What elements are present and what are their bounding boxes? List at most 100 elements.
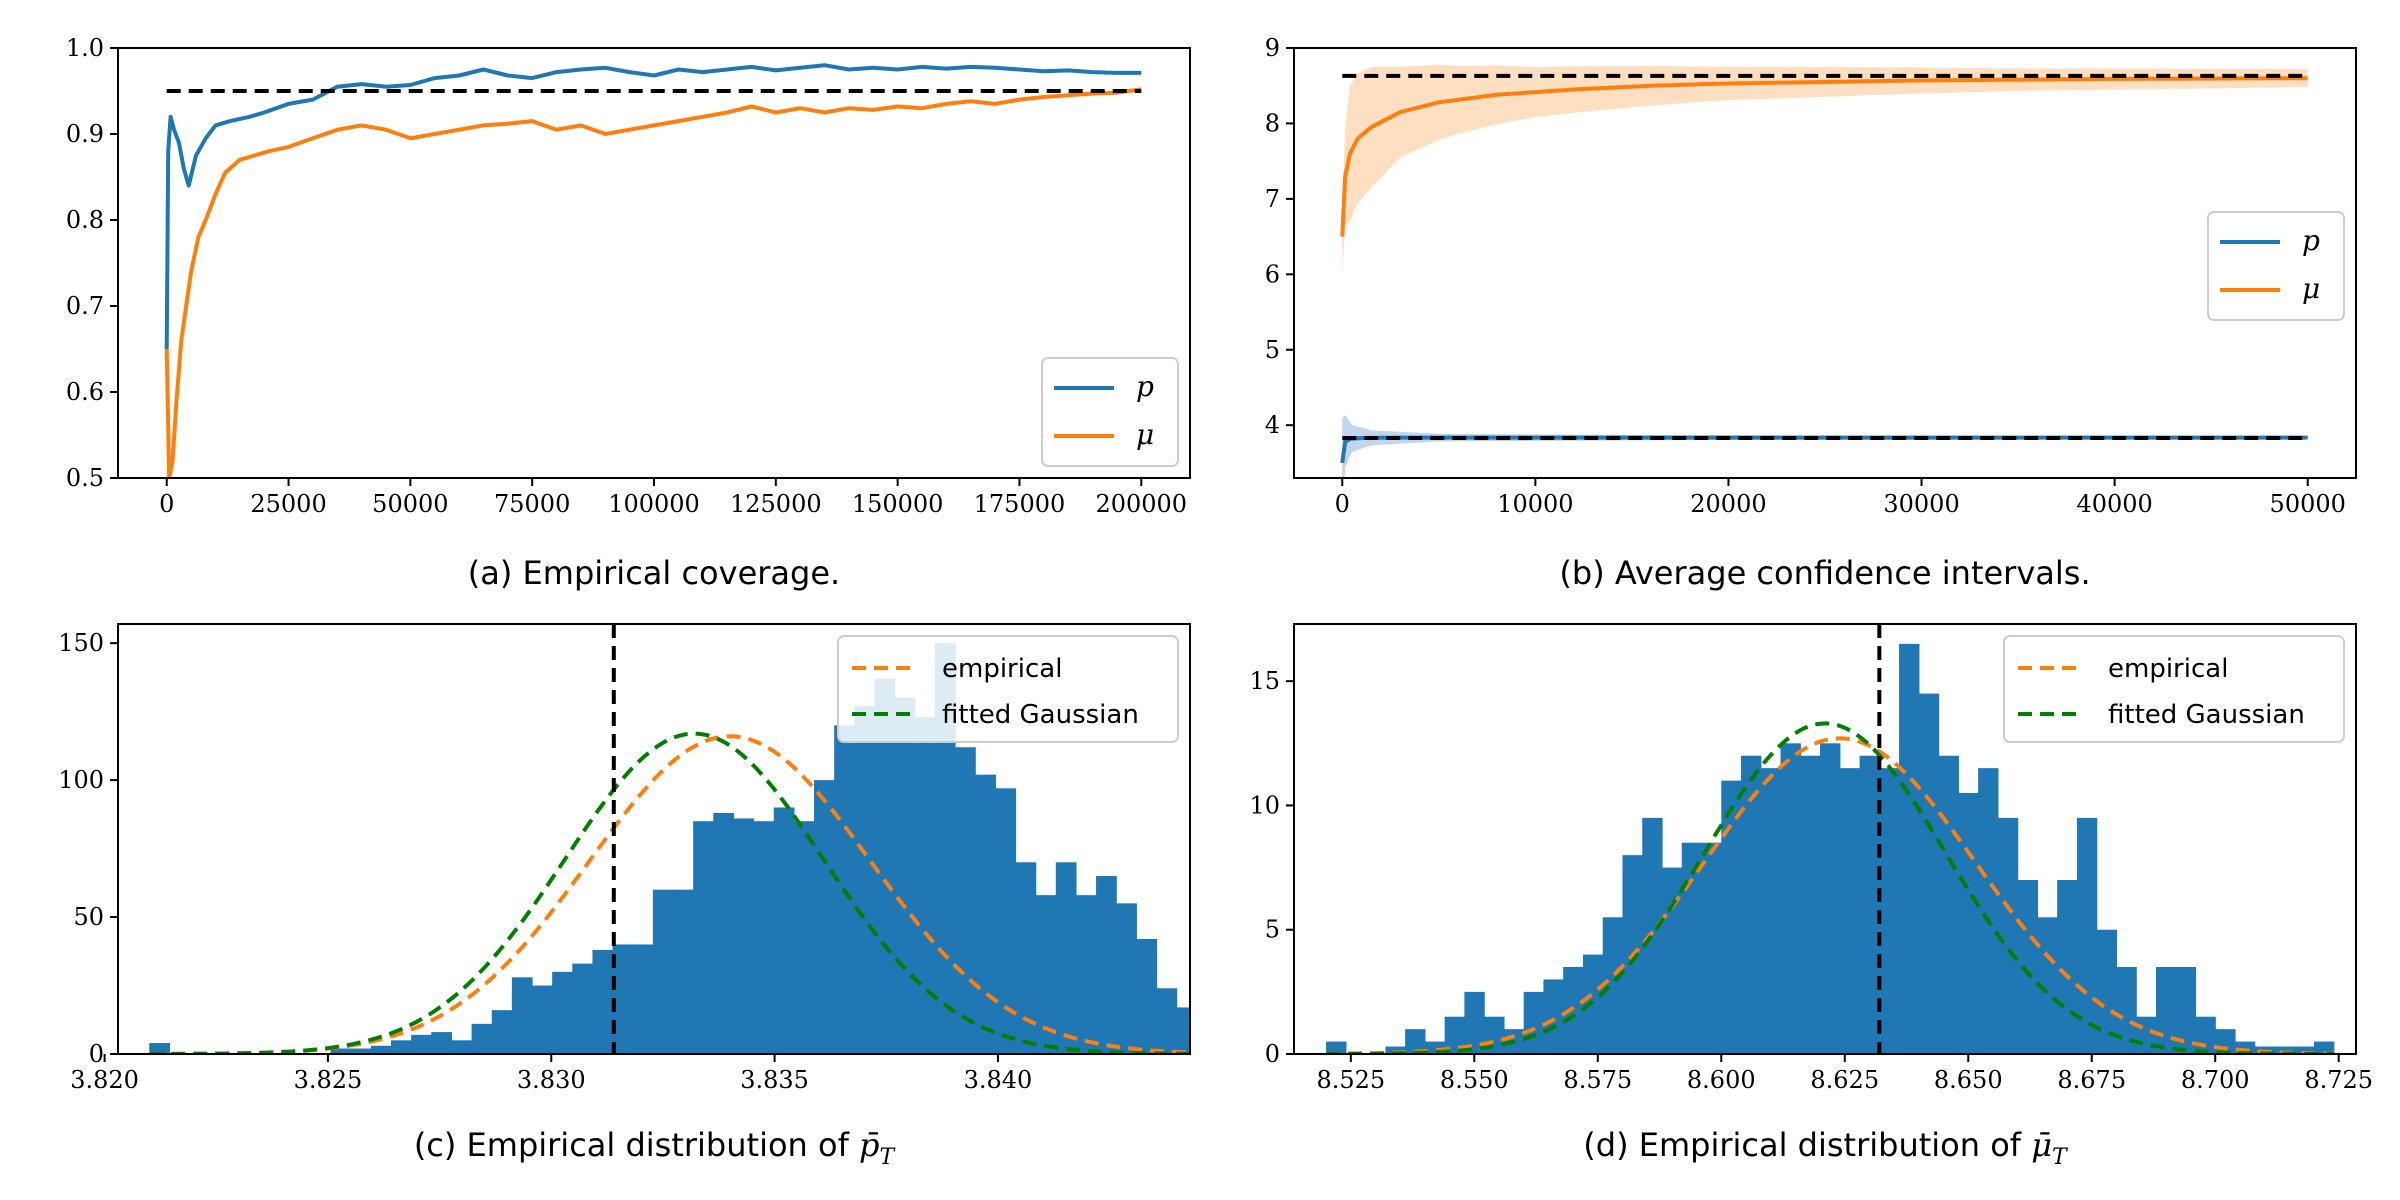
histogram-bar xyxy=(1760,768,1782,1054)
histogram-bar xyxy=(1701,842,1722,1054)
histogram-bar xyxy=(874,678,896,1054)
x-tick-label: 175000 xyxy=(974,490,1066,518)
plot-area xyxy=(164,63,1142,478)
y-tick-label: 5 xyxy=(1265,336,1280,364)
caption-symbol: p̄ xyxy=(859,1126,879,1164)
histogram-bar xyxy=(914,717,936,1054)
caption-subscript: T xyxy=(2052,1145,2069,1170)
panel-c-distribution-p: 3.820 3.825 3.830 3.835 3.840050100150empiri… xyxy=(58,623,1258,1170)
caption-symbol: μ̄ xyxy=(2031,1126,2052,1164)
plot-area xyxy=(1326,624,2335,1054)
y-tick-label: 0 xyxy=(1265,1040,1280,1068)
histogram-bar xyxy=(693,821,714,1054)
histogram-bar xyxy=(1918,693,1940,1054)
histogram-bar xyxy=(733,818,755,1054)
histogram-bar xyxy=(773,807,795,1054)
caption-text: (d) Empirical distribution of xyxy=(1583,1126,2031,1164)
x-tick-label: 125000 xyxy=(730,490,822,518)
histogram-bar xyxy=(2017,880,2038,1054)
histogram-bar xyxy=(975,774,996,1054)
histogram-bar xyxy=(1237,972,1258,1054)
histogram-bar xyxy=(370,1045,392,1054)
x-tick-label: 25000 xyxy=(250,490,326,518)
series-line-mu xyxy=(164,87,1142,478)
histogram-bar xyxy=(713,812,735,1054)
axes-frame xyxy=(117,623,1191,1055)
histogram-bar xyxy=(1096,875,1117,1054)
histogram-bar xyxy=(511,977,533,1054)
histogram-bar xyxy=(1464,991,1485,1054)
histogram-bar xyxy=(2175,967,2197,1054)
axes-frame xyxy=(1293,623,2357,1055)
x-tick-label: 150000 xyxy=(852,490,944,518)
histogram-bar xyxy=(1820,743,1841,1054)
histogram-bar xyxy=(2096,929,2118,1054)
histogram-bar xyxy=(1217,999,1238,1054)
legend-box xyxy=(837,635,1179,743)
series-line-p xyxy=(164,63,1142,350)
histogram-bar xyxy=(1523,991,1545,1054)
legend-label-p: p xyxy=(1136,370,1154,403)
legend-label-p: p xyxy=(2302,224,2320,257)
panel-caption: (a) Empirical coverage. xyxy=(468,554,840,592)
legend-label-mu: μ xyxy=(1136,418,1154,451)
histogram-bar xyxy=(2057,880,2078,1054)
histogram-bar xyxy=(673,889,694,1054)
x-tick-label: 50000 xyxy=(2270,490,2346,518)
panel-a-empirical-coverage: 0 25000 50000 75000 100000 125000 150000 175000… xyxy=(66,34,1191,592)
histogram-bar xyxy=(753,821,775,1054)
x-tick-label: 30000 xyxy=(1883,490,1959,518)
x-tick-label: 40000 xyxy=(2076,490,2152,518)
histogram-bar xyxy=(451,1040,473,1054)
fitted-gaussian-curve xyxy=(149,731,1190,1054)
histogram-bar xyxy=(1543,979,1564,1054)
histogram-bar xyxy=(1582,954,1604,1054)
histogram-bar xyxy=(814,780,835,1054)
x-tick-label: 50000 xyxy=(372,490,448,518)
histogram-bars xyxy=(1326,643,2335,1054)
y-tick-label: 15 xyxy=(1249,667,1280,695)
x-tick-label: 100000 xyxy=(608,490,700,518)
legend-label-mu: μ xyxy=(2302,272,2320,305)
histogram-bar xyxy=(2155,967,2177,1054)
histogram-bar xyxy=(391,1040,412,1054)
legend: empirical fitted Gaussian xyxy=(837,635,1179,743)
panel-b-average-confidence-intervals: 0 10000 20000 30000 40000 50000 4 5 6 7 8 9 pμ (b) Av… xyxy=(1265,34,2357,592)
histogram-bar xyxy=(894,697,916,1054)
histogram-bar xyxy=(431,1032,453,1054)
histogram-bars xyxy=(149,643,1258,1054)
x-tick-label: 200000 xyxy=(1095,490,1187,518)
histogram-bar xyxy=(1721,780,1742,1054)
histogram-bar xyxy=(2136,1016,2157,1054)
histogram-bar xyxy=(2076,817,2098,1054)
legend: pμ xyxy=(2207,211,2345,321)
histogram-bar xyxy=(793,821,815,1054)
histogram-bar xyxy=(1385,1046,1406,1054)
x-axis: 0 10000 20000 30000 40000 50000 xyxy=(1335,478,2346,518)
y-axis: 0 5 10 15 xyxy=(1249,667,1294,1068)
y-tick-label: 8 xyxy=(1265,109,1280,137)
y-axis: 0 50 100 150 xyxy=(58,629,118,1068)
x-axis: 0 25000 50000 75000 100000 125000 150000 175000… xyxy=(159,478,1187,518)
y-axis: 0.5 0.6 0.7 0.8 0.9 1.0 xyxy=(66,34,118,492)
legend: pμ xyxy=(1041,357,1179,467)
y-axis: 4 5 6 7 8 9 xyxy=(1265,34,1294,439)
histogram-bar xyxy=(1681,842,1703,1054)
histogram-bar xyxy=(1978,768,1999,1054)
histogram-bar xyxy=(854,706,876,1054)
histogram-bar xyxy=(612,944,634,1054)
legend-label-empirical: empirical xyxy=(942,654,1062,684)
histogram-bar xyxy=(1859,755,1880,1054)
legend-box xyxy=(2207,211,2345,321)
y-tick-label: 1.0 xyxy=(66,34,104,62)
histogram-bar xyxy=(350,1048,372,1054)
legend-box xyxy=(2003,635,2345,743)
histogram-bar xyxy=(1136,938,1158,1054)
histogram-bar xyxy=(2294,1046,2315,1054)
histogram-bar xyxy=(1055,862,1077,1054)
y-tick-label: 6 xyxy=(1265,260,1280,288)
legend: empirical fitted Gaussian xyxy=(2003,635,2345,743)
y-tick-label: 0.5 xyxy=(66,464,104,492)
axes-frame xyxy=(1293,47,2357,479)
